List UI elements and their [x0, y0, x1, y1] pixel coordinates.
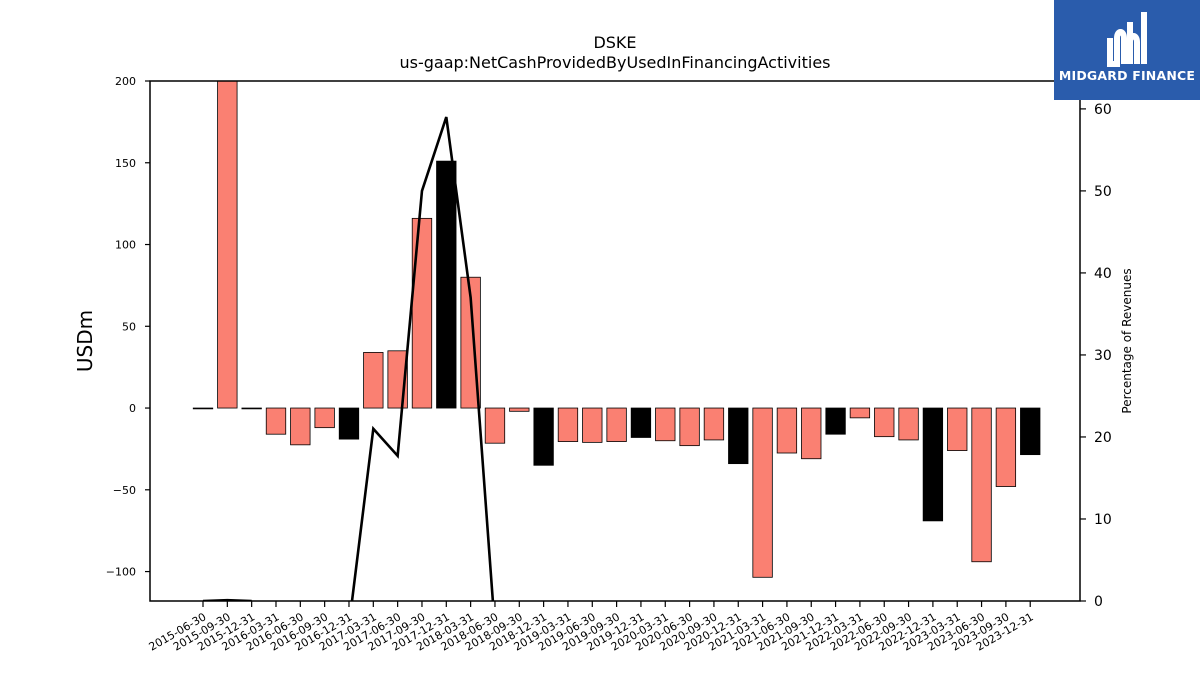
bar-2022-06-30 — [874, 407, 895, 438]
chart-title: DSKE — [593, 33, 636, 52]
bar-2019-03-31 — [557, 407, 579, 442]
revenue-pct-line-segment — [350, 116, 495, 601]
bar-2020-09-30 — [703, 407, 725, 441]
y2-tick-label: 0 — [1094, 594, 1103, 610]
bar-2017-03-31 — [363, 352, 384, 409]
bar-2023-03-31 — [947, 407, 968, 451]
bar-2021-03-31 — [752, 407, 773, 578]
y-tick-label: 0 — [129, 402, 136, 415]
bar-2018-12-31 — [533, 407, 554, 466]
y-tick-label: 100 — [115, 239, 136, 252]
y2-tick-label: 10 — [1094, 512, 1112, 528]
bar-2017-09-30 — [411, 217, 433, 409]
bar-2016-03-31 — [265, 407, 287, 435]
y2-axis-label: Percentage of Revenues — [1120, 268, 1134, 413]
midgard-logo-icon — [1107, 12, 1147, 67]
bar-2015-09-30 — [217, 80, 238, 409]
bar-2019-06-30 — [582, 407, 603, 443]
y-tick-label: 50 — [122, 320, 136, 333]
bar-2015-12-31 — [241, 407, 262, 410]
bar-series — [192, 80, 1041, 578]
y-axis: −100 −50 0 50 100 150 200 — [106, 75, 150, 579]
y-axis-label: USDm — [73, 310, 97, 372]
bar-2017-12-31 — [436, 160, 457, 409]
y-tick-label: 200 — [115, 75, 136, 88]
y2-tick-label: 40 — [1094, 266, 1112, 282]
bar-2020-03-31 — [655, 407, 676, 442]
y-tick-label: −50 — [113, 484, 136, 497]
y-tick-label: −100 — [106, 566, 136, 579]
bar-2019-09-30 — [606, 407, 627, 442]
bar-2021-09-30 — [801, 407, 822, 460]
bar-2018-06-30 — [484, 407, 506, 444]
bar-2020-06-30 — [679, 407, 700, 447]
chart-subtitle: us-gaap:NetCashProvidedByUsedInFinancing… — [399, 53, 830, 72]
bar-2022-03-31 — [849, 407, 871, 419]
y2-tick-label: 50 — [1094, 184, 1112, 200]
y2-axis: 0 10 20 30 40 50 60 — [1080, 102, 1112, 610]
y-tick-label: 150 — [115, 157, 136, 170]
y2-tick-label: 60 — [1094, 102, 1112, 118]
midgard-finance-logo: MIDGARD FINANCE — [1054, 0, 1200, 100]
logo-text: MIDGARD FINANCE — [1058, 68, 1196, 83]
bar-2016-06-30 — [290, 407, 311, 446]
bar-2022-12-31 — [922, 407, 944, 522]
bar-2023-06-30 — [971, 407, 992, 563]
bar-2016-09-30 — [314, 407, 335, 429]
bar-2023-12-31 — [1020, 407, 1041, 456]
bar-2021-06-30 — [776, 407, 798, 454]
bar-2020-12-31 — [728, 407, 749, 465]
bar-2022-09-30 — [898, 407, 919, 441]
y2-tick-label: 20 — [1094, 430, 1112, 446]
bar-2021-12-31 — [825, 407, 846, 435]
bar-2023-09-30 — [995, 407, 1017, 487]
bar-2018-09-30 — [509, 407, 530, 412]
bar-2016-12-31 — [338, 407, 360, 440]
plot-frame — [149, 80, 1081, 602]
bar-2019-12-31 — [630, 407, 652, 438]
x-axis: 2015-06-302015-09-302015-12-312016-03-31… — [147, 601, 1036, 654]
bar-2015-06-30 — [192, 407, 214, 410]
y2-tick-label: 30 — [1094, 348, 1112, 364]
